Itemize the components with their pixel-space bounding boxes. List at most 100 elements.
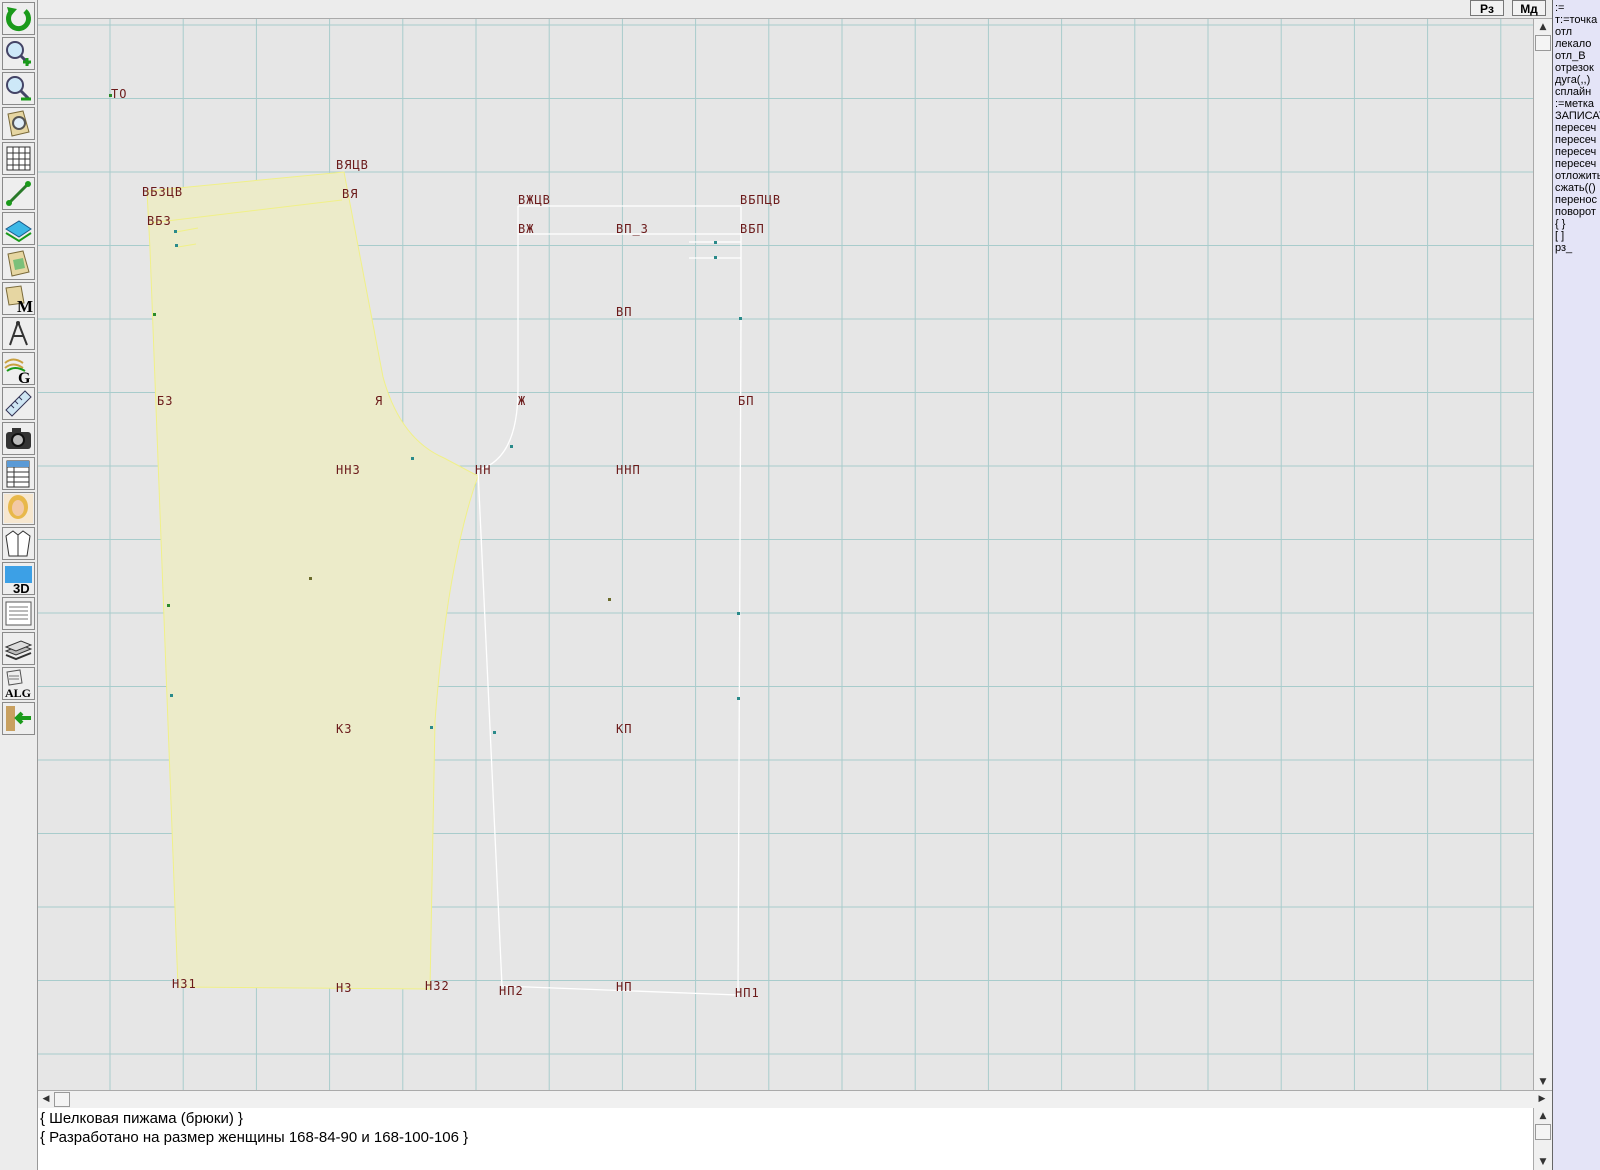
command-item[interactable]: пересеч: [1555, 122, 1597, 134]
document-button[interactable]: [2, 597, 35, 630]
point-label-nz2: НЗ2: [425, 979, 450, 993]
woman-avatar-icon: [4, 494, 33, 523]
3d-icon: 3D: [5, 566, 32, 594]
command-item[interactable]: ЗАПИСАТЬ: [1555, 110, 1600, 122]
point-label-to: ТО: [111, 87, 127, 101]
library-button[interactable]: [2, 632, 35, 665]
md-button[interactable]: Мд: [1512, 0, 1546, 16]
command-item[interactable]: дуга(,,): [1555, 74, 1591, 86]
command-item[interactable]: :=метка: [1555, 98, 1595, 110]
horizontal-scroll-thumb[interactable]: [54, 1092, 70, 1107]
command-item[interactable]: лекало: [1555, 38, 1592, 50]
point-markers: [109, 94, 742, 734]
point-label-nz: НЗ: [336, 981, 352, 995]
layer-button[interactable]: [2, 212, 35, 245]
point-label-nnp: ННП: [616, 463, 641, 477]
vertical-scrollbar[interactable]: ▲ ▼: [1533, 19, 1552, 1090]
command-item[interactable]: пересеч: [1555, 134, 1597, 146]
compass-button[interactable]: [2, 317, 35, 350]
drawing-canvas[interactable]: ТО ВЯЦВ ВБЗЦВ ВЯ ВБЗ ВЖЦВ ВБПЦВ ВЖ ВП_3 …: [38, 19, 1533, 1090]
3d-button[interactable]: 3D: [2, 562, 35, 595]
zoom-in-button[interactable]: [2, 37, 35, 70]
point-label-vp: ВП: [616, 305, 632, 319]
desc-scroll-thumb[interactable]: [1535, 1124, 1551, 1140]
measurements-button[interactable]: M: [2, 282, 35, 315]
jacket-icon: [5, 530, 31, 557]
back-trouser-piece[interactable]: [146, 171, 479, 990]
command-item[interactable]: отрезок: [1555, 62, 1594, 74]
point-label-vbz: ВБЗ: [147, 214, 172, 228]
pattern-magnifier-icon: [7, 110, 30, 137]
camera-icon: [6, 428, 31, 449]
point-labels: ТО ВЯЦВ ВБЗЦВ ВЯ ВБЗ ВЖЦВ ВБПЦВ ВЖ ВП_3 …: [111, 87, 781, 1000]
scroll-left-arrow-icon[interactable]: ◀: [42, 1094, 50, 1104]
command-item[interactable]: отл_В: [1555, 50, 1586, 62]
command-item[interactable]: { }: [1555, 218, 1566, 230]
description-line-1: { Шелковая пижама (брюки) }: [40, 1110, 244, 1127]
point-label-zh: Ж: [518, 394, 526, 408]
circular-arrow-icon: [6, 7, 31, 32]
command-item[interactable]: сплайн: [1555, 86, 1592, 98]
line-segment-icon: [6, 181, 31, 206]
svg-text:G: G: [18, 370, 31, 384]
horizontal-scrollbar[interactable]: ◀ ▶: [38, 1090, 1552, 1108]
command-item[interactable]: поворот: [1555, 206, 1596, 218]
vertical-scroll-thumb[interactable]: [1535, 35, 1551, 51]
point-label-nz1: НЗ1: [172, 977, 197, 991]
pattern-piece-button[interactable]: [2, 247, 35, 280]
scroll-up-arrow-icon[interactable]: ▲: [1539, 22, 1547, 32]
zoom-out-button[interactable]: [2, 72, 35, 105]
pattern-drawing[interactable]: ТО ВЯЦВ ВБЗЦВ ВЯ ВБЗ ВЖЦВ ВБПЦВ ВЖ ВП_3 …: [38, 19, 1533, 1090]
description-scrollbar[interactable]: ▲ ▼: [1533, 1108, 1552, 1170]
command-item[interactable]: перенос: [1555, 194, 1598, 206]
command-item[interactable]: :=: [1555, 2, 1565, 14]
point-label-bz: БЗ: [157, 394, 173, 408]
command-item[interactable]: сжать((): [1555, 182, 1596, 194]
command-item[interactable]: рз_: [1555, 242, 1573, 254]
garment-button[interactable]: [2, 527, 35, 560]
refresh-button[interactable]: [2, 2, 35, 35]
grading-button[interactable]: G: [2, 352, 35, 385]
point-label-vyatsv: ВЯЦВ: [336, 158, 369, 172]
point-label-np1: НП1: [735, 986, 760, 1000]
svg-text:3D: 3D: [13, 581, 30, 594]
exit-button[interactable]: [2, 702, 35, 735]
waist-line-back: [149, 199, 343, 224]
command-item[interactable]: отложить: [1555, 170, 1600, 182]
point-label-vya: ВЯ: [342, 187, 358, 201]
point-label-kp: КП: [616, 722, 632, 736]
table-button[interactable]: [2, 457, 35, 490]
point-label-np2: НП2: [499, 984, 524, 998]
point-label-ya: Я: [375, 394, 383, 408]
command-item[interactable]: пересеч: [1555, 158, 1597, 170]
point-label-vzhtsv: ВЖЦВ: [518, 193, 551, 207]
point-label-vbptsv: ВБПЦВ: [740, 193, 781, 207]
ruler-icon: [5, 390, 32, 417]
books-icon: [4, 640, 33, 661]
segment-button[interactable]: [2, 177, 35, 210]
spreadsheet-icon: [6, 460, 30, 488]
scroll-right-arrow-icon[interactable]: ▶: [1538, 1094, 1546, 1104]
alg-icon: ALG: [5, 669, 31, 699]
avatar-button[interactable]: [2, 492, 35, 525]
grading-g-icon: G: [4, 358, 31, 384]
description-line-2: { Разработано на размер женщины 168-84-9…: [40, 1129, 469, 1146]
command-item[interactable]: [ ]: [1555, 230, 1565, 242]
grid-button[interactable]: [2, 142, 35, 175]
point-label-vp3: ВП_3: [616, 222, 649, 236]
ruler-button[interactable]: [2, 387, 35, 420]
camera-button[interactable]: [2, 422, 35, 455]
dart-lines-back: [175, 227, 199, 248]
zoom-out-icon: [6, 76, 31, 101]
desc-scroll-up-arrow-icon[interactable]: ▲: [1539, 1111, 1547, 1121]
scroll-down-arrow-icon[interactable]: ▼: [1539, 1077, 1547, 1087]
command-item[interactable]: отл: [1555, 26, 1573, 38]
command-item[interactable]: т:=точка: [1555, 14, 1598, 26]
description-panel[interactable]: { Шелковая пижама (брюки) } { Разработан…: [38, 1108, 1533, 1170]
command-item[interactable]: пересеч: [1555, 146, 1597, 158]
rz-button[interactable]: Рз: [1470, 0, 1504, 16]
magnify-pattern-button[interactable]: [2, 107, 35, 140]
desc-scroll-down-arrow-icon[interactable]: ▼: [1539, 1157, 1547, 1167]
algorithm-button[interactable]: ALG: [2, 667, 35, 700]
zoom-in-icon: [6, 41, 31, 66]
